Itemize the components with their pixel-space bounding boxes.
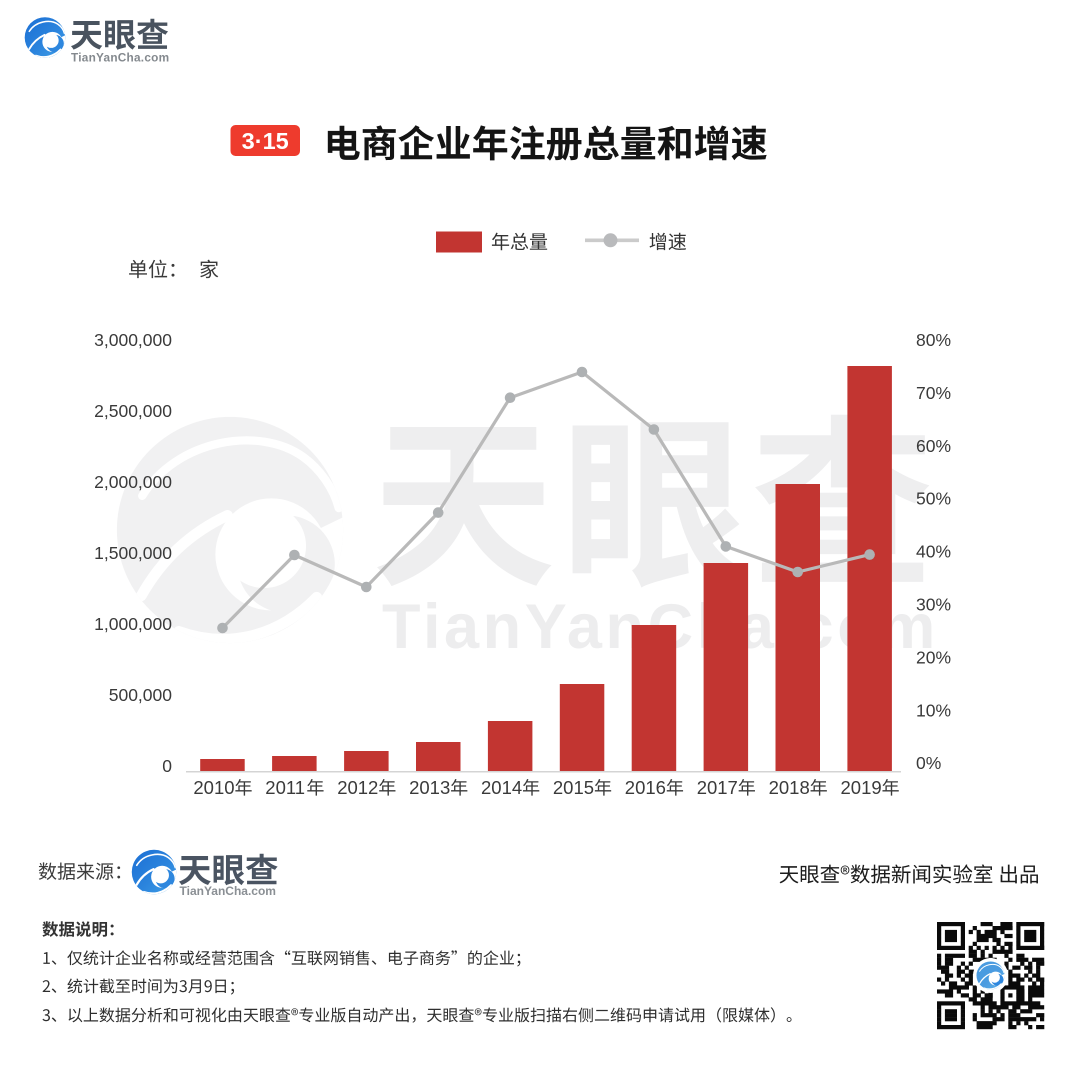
- svg-text:2018: 2018: [769, 777, 810, 798]
- svg-text:2014: 2014: [481, 777, 522, 798]
- svg-text:2011: 2011: [265, 777, 305, 798]
- svg-text:2,500,000: 2,500,000: [94, 401, 172, 421]
- svg-text:10%: 10%: [916, 700, 951, 720]
- svg-text:TianYanCha.com: TianYanCha.com: [71, 51, 169, 65]
- svg-text:1,000,000: 1,000,000: [94, 614, 172, 634]
- svg-text:2015: 2015: [553, 777, 594, 798]
- svg-text:70%: 70%: [916, 383, 951, 403]
- svg-text:2,000,000: 2,000,000: [94, 472, 172, 492]
- svg-text:3,000,000: 3,000,000: [94, 330, 172, 350]
- svg-text:TianYanCha.com: TianYanCha.com: [180, 884, 276, 898]
- svg-text:2019: 2019: [841, 777, 882, 798]
- svg-text:0%: 0%: [916, 753, 941, 773]
- svg-text:2010: 2010: [193, 777, 234, 798]
- svg-text:3·15: 3·15: [242, 128, 289, 154]
- svg-text:80%: 80%: [916, 330, 951, 350]
- svg-text:1,500,000: 1,500,000: [94, 543, 172, 563]
- svg-text:20%: 20%: [916, 647, 951, 667]
- svg-text:500,000: 500,000: [109, 685, 173, 705]
- svg-text:2016: 2016: [625, 777, 666, 798]
- svg-text:2012: 2012: [337, 777, 378, 798]
- svg-text:30%: 30%: [916, 595, 951, 615]
- svg-text:2013: 2013: [409, 777, 450, 798]
- svg-text:0: 0: [162, 756, 172, 776]
- svg-text:2017: 2017: [697, 777, 738, 798]
- svg-text:50%: 50%: [916, 489, 951, 509]
- svg-text:60%: 60%: [916, 436, 951, 456]
- svg-text:40%: 40%: [916, 542, 951, 562]
